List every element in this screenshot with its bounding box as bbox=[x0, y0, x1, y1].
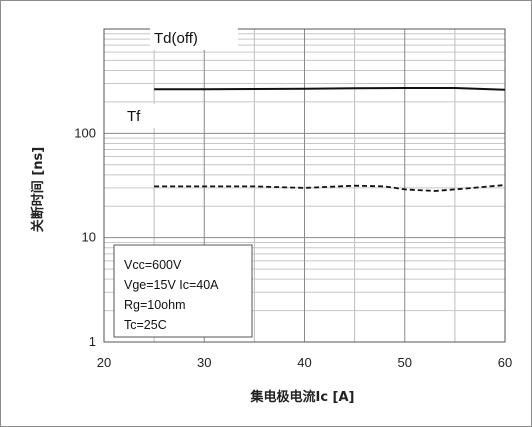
y-tick-label: 1 bbox=[89, 334, 96, 349]
y-tick-label: 100 bbox=[74, 125, 96, 140]
series-label: Tf bbox=[127, 108, 141, 125]
x-tick-label: 30 bbox=[197, 355, 211, 370]
series-line-1 bbox=[154, 87, 506, 91]
x-tick-label: 20 bbox=[97, 355, 111, 370]
annotation-box: Vcc=600V Vge=15V Ic=40A Rg=10ohm Tc=25C bbox=[113, 244, 253, 338]
series-label: Td(off) bbox=[154, 30, 198, 47]
annotation-frame bbox=[113, 244, 253, 338]
x-tick-label: 40 bbox=[297, 355, 311, 370]
series-label-bg bbox=[150, 26, 238, 50]
x-tick-label: 60 bbox=[498, 355, 512, 370]
annotation-line: Vge=15V Ic=40A bbox=[124, 278, 219, 292]
y-tick-label: 10 bbox=[82, 230, 96, 245]
series-group bbox=[154, 87, 506, 192]
annotation-line: Rg=10ohm bbox=[124, 298, 186, 312]
annotation-line: Vcc=600V bbox=[124, 258, 182, 272]
x-axis-label: 集电极电流Ic [A] bbox=[249, 389, 354, 405]
series-line-2 bbox=[154, 184, 506, 192]
y-axis-label: 关断时间 [ns] bbox=[30, 147, 46, 232]
annotation-line: Tc=25C bbox=[124, 318, 167, 332]
plot-area bbox=[103, 28, 506, 343]
x-tick-labels: 20 30 40 50 60 bbox=[97, 355, 512, 370]
x-tick-label: 50 bbox=[398, 355, 412, 370]
y-tick-labels: 1 10 100 bbox=[74, 125, 96, 349]
series-labels: Td(off) Tf bbox=[123, 26, 238, 128]
series-label-bg bbox=[123, 104, 159, 128]
